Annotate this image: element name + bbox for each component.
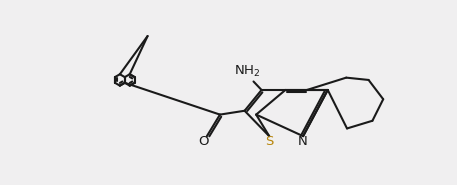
Text: N: N — [298, 135, 307, 148]
Text: NH$_2$: NH$_2$ — [234, 64, 260, 79]
Text: O: O — [198, 135, 209, 148]
Text: S: S — [266, 135, 274, 148]
